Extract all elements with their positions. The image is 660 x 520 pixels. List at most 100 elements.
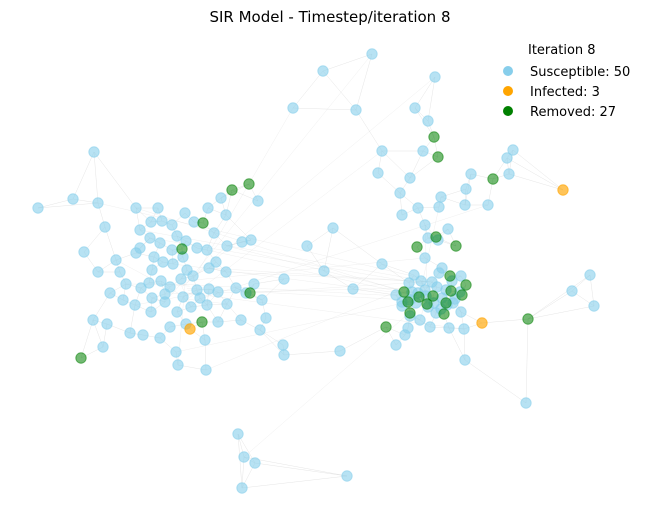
susceptible-node [455, 270, 467, 282]
network-edge [189, 53, 373, 281]
susceptible-node [215, 192, 227, 204]
susceptible-node [145, 306, 157, 318]
susceptible-node [202, 202, 214, 214]
network-edge [182, 76, 436, 287]
susceptible-node [101, 318, 113, 330]
susceptible-node [238, 451, 250, 463]
removed-node [421, 298, 433, 310]
susceptible-node [394, 187, 406, 199]
susceptible-node [179, 207, 191, 219]
susceptible-node [166, 219, 178, 231]
susceptible-node [376, 145, 388, 157]
susceptible-node [201, 244, 213, 256]
susceptible-node [220, 209, 232, 221]
network-edge [292, 70, 324, 109]
legend: Iteration 8 Susceptible: 50 Infected: 3 … [503, 43, 630, 120]
susceptible-node [419, 219, 431, 231]
susceptible-node [137, 329, 149, 341]
susceptible-node [171, 306, 183, 318]
susceptible-node [409, 102, 421, 114]
susceptible-node [170, 346, 182, 358]
susceptible-node [130, 202, 142, 214]
susceptible-node [146, 292, 158, 304]
susceptible-node [97, 341, 109, 353]
susceptible-node [156, 215, 168, 227]
susceptible-node [443, 322, 455, 334]
network-edge [93, 151, 99, 204]
susceptible-node [249, 457, 261, 469]
susceptible-node [135, 282, 147, 294]
susceptible-node [110, 254, 122, 266]
susceptible-node [208, 227, 220, 239]
network-edge [186, 288, 411, 301]
network-edge [332, 227, 383, 265]
network-edge [448, 327, 466, 361]
network-edge [104, 226, 117, 261]
susceptible-node [390, 339, 402, 351]
removed-node [460, 279, 472, 291]
removed-node [430, 231, 442, 243]
network-edge [93, 151, 137, 209]
susceptible-node [212, 286, 224, 298]
susceptible-node [422, 115, 434, 127]
susceptible-node [317, 65, 329, 77]
removed-node [487, 173, 499, 185]
infected-node [557, 184, 569, 196]
network-edge [525, 318, 529, 404]
susceptible-node [460, 183, 472, 195]
susceptible-node [104, 287, 116, 299]
susceptible-node [235, 314, 247, 326]
susceptible-node [117, 294, 129, 306]
network-edge [164, 287, 418, 295]
network-edge [243, 456, 348, 477]
removed-node [398, 286, 410, 298]
susceptible-node [200, 364, 212, 376]
susceptible-node [318, 265, 330, 277]
network-edge [196, 204, 489, 301]
removed-node [444, 270, 456, 282]
network-edge [409, 156, 439, 179]
susceptible-node [166, 244, 178, 256]
removed-node [413, 291, 425, 303]
network-edge [322, 53, 373, 72]
removed-node [427, 290, 439, 302]
legend-label-removed: Removed: 27 [530, 105, 616, 120]
network-edge [225, 214, 252, 241]
susceptible-node [287, 102, 299, 114]
susceptible-node [424, 321, 436, 333]
removed-node [402, 296, 414, 308]
removed-node [450, 240, 462, 252]
susceptible-node [277, 339, 289, 351]
susceptible-node [199, 334, 211, 346]
susceptible-node [414, 314, 426, 326]
susceptible-node [187, 270, 199, 282]
network-edge [352, 263, 383, 290]
susceptible-node [130, 247, 142, 259]
susceptible-node [520, 397, 532, 409]
removed-node [75, 352, 87, 364]
susceptible-node [419, 252, 431, 264]
susceptible-node [203, 262, 215, 274]
susceptible-node [99, 221, 111, 233]
removed-node [438, 308, 450, 320]
network-edge [254, 462, 348, 477]
infected-node [184, 323, 196, 335]
network-edge [322, 70, 357, 111]
susceptible-node [159, 296, 171, 308]
susceptible-node [396, 209, 408, 221]
susceptible-node [236, 482, 248, 494]
susceptible-node [301, 240, 313, 252]
network-edge [508, 173, 564, 191]
susceptible-node [87, 314, 99, 326]
susceptible-node [412, 202, 424, 214]
network-edge [241, 475, 348, 489]
network-edge [259, 329, 285, 356]
susceptible-node [185, 301, 197, 313]
network-edge [339, 326, 387, 352]
network-edge [37, 202, 99, 209]
susceptible-node [417, 145, 429, 157]
network-edge [80, 319, 94, 359]
susceptible-node [78, 246, 90, 258]
network-edge [323, 227, 334, 272]
